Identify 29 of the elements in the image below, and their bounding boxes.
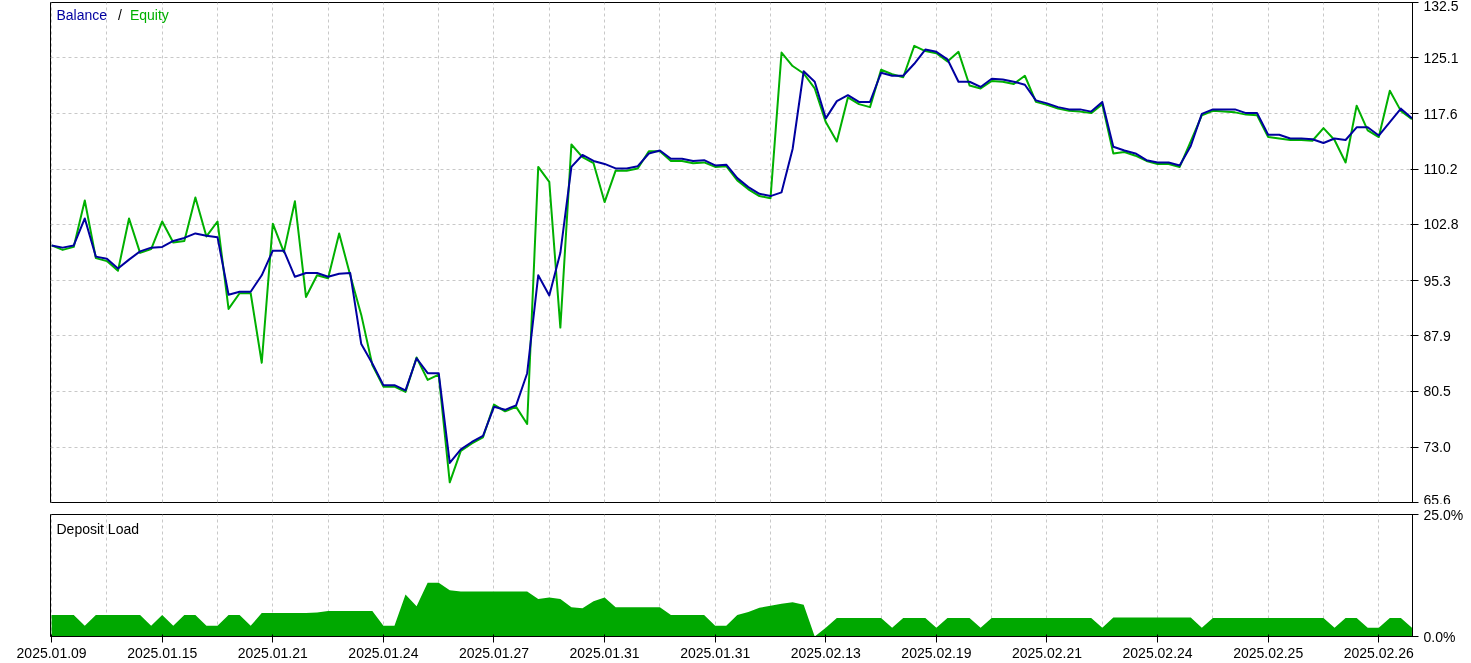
x-tick-label: 2025.01.21: [237, 644, 309, 661]
x-tick-label: 2025.01.15: [127, 644, 198, 661]
x-tick-label: 2025.01.31: [680, 644, 751, 661]
y-tick-label: 132.5: [1423, 0, 1459, 14]
y-tick-label: 65.6: [1423, 491, 1451, 508]
y-tick-label: 87.9: [1423, 327, 1451, 344]
x-tick-label: 2025.01.09: [16, 644, 87, 661]
x-tick-label: 2025.02.24: [1122, 644, 1193, 661]
y-tick-label: 125.1: [1423, 49, 1459, 66]
y-tick-label: 117.6: [1423, 105, 1458, 122]
y-tick-label: 95.3: [1423, 272, 1451, 289]
x-tick-label: 2025.01.31: [569, 644, 640, 661]
y-tick-label: 0.0%: [1423, 628, 1456, 645]
text: Balance: [56, 6, 108, 23]
y-tick-label: 110.2: [1423, 161, 1458, 178]
chart-title: Deposit Load: [56, 520, 140, 537]
y-tick-label: 73.0: [1423, 439, 1451, 456]
y-tick-label: 25.0%: [1423, 506, 1464, 523]
x-tick-label: 2025.02.21: [1011, 644, 1083, 661]
text: Equity: [129, 6, 169, 23]
x-tick-label: 2025.01.27: [458, 644, 530, 661]
y-tick-label: 102.8: [1423, 216, 1459, 233]
x-tick-label: 2025.01.24: [348, 644, 419, 661]
x-tick-label: 2025.02.13: [790, 644, 862, 661]
annotation: /: [117, 6, 122, 23]
y-tick-label: 80.5: [1423, 383, 1451, 400]
x-tick-label: 2025.02.19: [901, 644, 972, 661]
x-tick-label: 2025.02.26: [1343, 644, 1415, 661]
x-tick-label: 2025.02.25: [1233, 644, 1304, 661]
